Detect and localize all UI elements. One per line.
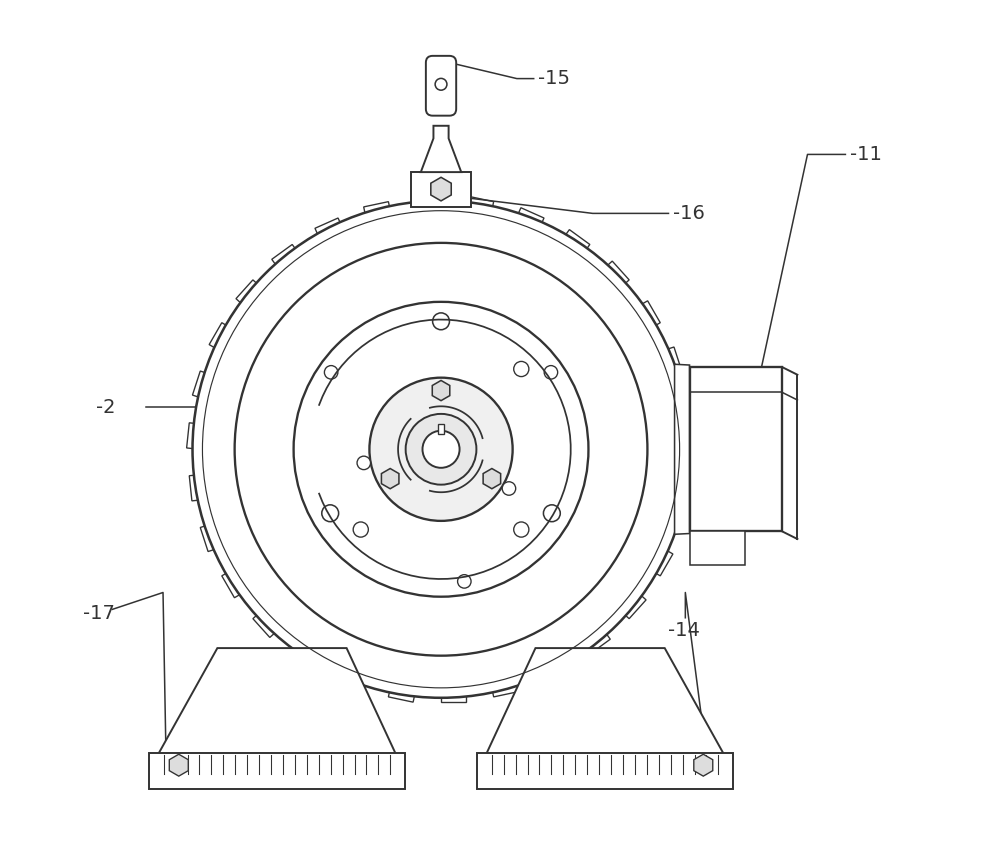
Circle shape xyxy=(544,365,558,379)
Polygon shape xyxy=(431,177,451,201)
Polygon shape xyxy=(486,648,724,755)
Polygon shape xyxy=(421,126,461,172)
Circle shape xyxy=(235,243,647,656)
Polygon shape xyxy=(517,208,544,226)
Polygon shape xyxy=(187,423,198,449)
Bar xyxy=(690,367,782,532)
Polygon shape xyxy=(253,612,277,638)
Text: -16: -16 xyxy=(673,204,705,223)
Circle shape xyxy=(514,522,529,537)
Text: -14: -14 xyxy=(668,621,700,640)
Polygon shape xyxy=(292,646,318,669)
Polygon shape xyxy=(622,594,646,619)
Circle shape xyxy=(357,456,371,470)
Bar xyxy=(477,753,733,789)
Text: -11: -11 xyxy=(850,145,881,164)
Polygon shape xyxy=(388,688,415,702)
Polygon shape xyxy=(272,244,298,267)
Circle shape xyxy=(294,302,588,597)
Polygon shape xyxy=(338,672,365,691)
Circle shape xyxy=(369,377,513,521)
Circle shape xyxy=(324,365,338,379)
Polygon shape xyxy=(441,693,466,702)
Bar xyxy=(690,532,745,565)
Polygon shape xyxy=(673,500,690,527)
Polygon shape xyxy=(432,381,450,400)
Polygon shape xyxy=(483,469,501,488)
Text: -15: -15 xyxy=(538,69,570,88)
Polygon shape xyxy=(315,218,342,237)
Polygon shape xyxy=(665,347,682,374)
Polygon shape xyxy=(675,365,690,534)
Polygon shape xyxy=(681,398,693,424)
Polygon shape xyxy=(222,572,242,598)
Polygon shape xyxy=(381,469,399,488)
Circle shape xyxy=(353,522,368,537)
Circle shape xyxy=(322,505,339,522)
Polygon shape xyxy=(684,449,695,476)
Polygon shape xyxy=(467,197,494,210)
Polygon shape xyxy=(584,632,610,654)
Text: -2: -2 xyxy=(96,398,115,416)
Polygon shape xyxy=(492,683,518,697)
Circle shape xyxy=(422,431,460,468)
Polygon shape xyxy=(169,754,188,776)
Bar xyxy=(149,753,405,789)
Circle shape xyxy=(193,201,690,698)
Circle shape xyxy=(458,575,471,589)
Circle shape xyxy=(514,361,529,377)
Polygon shape xyxy=(694,754,713,776)
Circle shape xyxy=(406,414,476,485)
Polygon shape xyxy=(236,280,260,305)
Bar xyxy=(411,172,471,208)
Polygon shape xyxy=(200,525,217,551)
Polygon shape xyxy=(605,261,629,286)
Circle shape xyxy=(433,313,449,330)
Polygon shape xyxy=(158,648,396,755)
Circle shape xyxy=(502,482,516,495)
Polygon shape xyxy=(564,230,590,252)
Bar xyxy=(438,424,444,434)
Polygon shape xyxy=(192,371,209,398)
Polygon shape xyxy=(189,475,201,501)
Polygon shape xyxy=(364,202,390,216)
Circle shape xyxy=(543,505,560,522)
Text: -3: -3 xyxy=(605,389,625,408)
Polygon shape xyxy=(640,301,660,327)
Polygon shape xyxy=(652,550,673,576)
Circle shape xyxy=(435,78,447,90)
Polygon shape xyxy=(540,661,567,681)
FancyBboxPatch shape xyxy=(426,56,456,115)
Text: -17: -17 xyxy=(83,604,115,623)
Polygon shape xyxy=(209,323,230,349)
